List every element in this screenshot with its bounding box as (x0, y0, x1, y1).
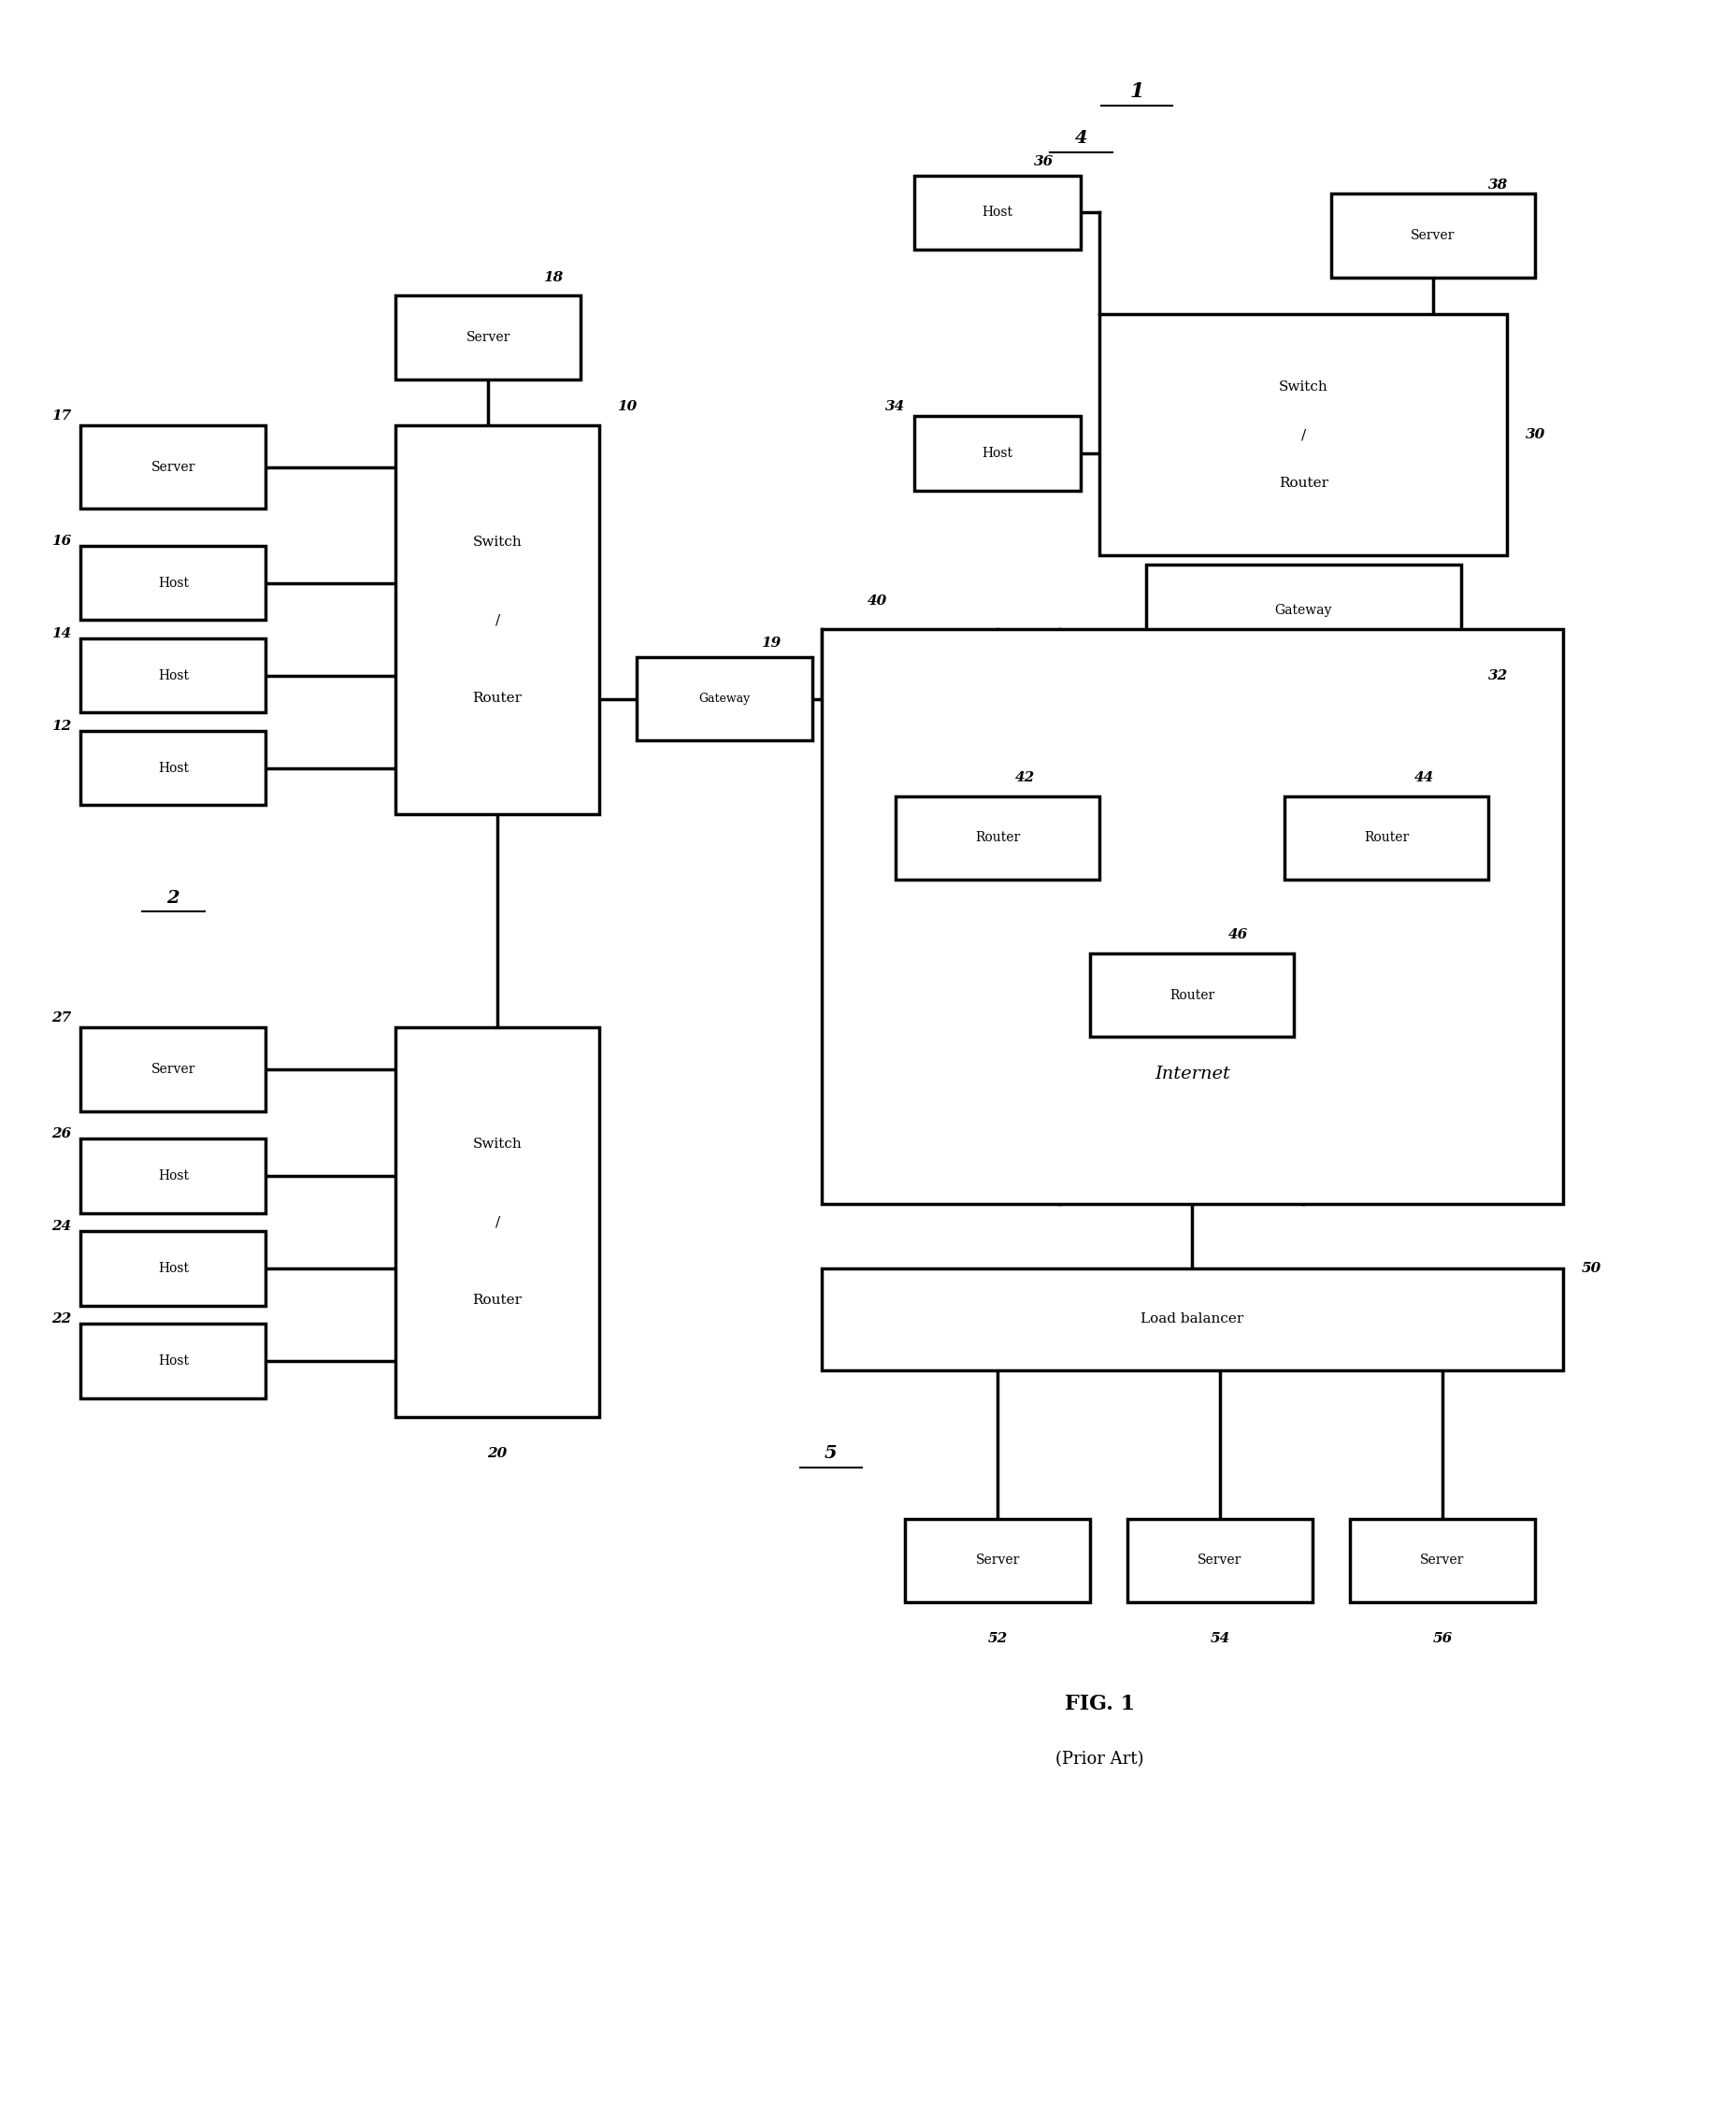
Text: Host: Host (158, 1355, 189, 1367)
FancyBboxPatch shape (396, 297, 582, 379)
Text: Host: Host (158, 761, 189, 774)
Text: 56: 56 (1432, 1632, 1453, 1645)
Text: Switch: Switch (472, 536, 523, 549)
FancyBboxPatch shape (396, 426, 599, 814)
Text: Switch: Switch (472, 1138, 523, 1151)
Text: Load balancer: Load balancer (1141, 1312, 1243, 1325)
FancyBboxPatch shape (80, 1138, 266, 1213)
FancyBboxPatch shape (904, 1518, 1090, 1603)
Text: Server: Server (151, 460, 196, 473)
Text: Router: Router (976, 831, 1021, 844)
Text: 32: 32 (1489, 670, 1509, 683)
Text: 16: 16 (52, 534, 71, 547)
Text: 4: 4 (1075, 129, 1087, 146)
FancyBboxPatch shape (1285, 795, 1489, 880)
FancyBboxPatch shape (80, 1028, 266, 1111)
Text: 38: 38 (1488, 178, 1509, 191)
Text: Gateway: Gateway (698, 693, 750, 704)
FancyBboxPatch shape (80, 1325, 266, 1397)
Text: Router: Router (472, 691, 523, 704)
Text: Router: Router (1279, 477, 1328, 490)
Text: 46: 46 (1229, 929, 1248, 941)
Text: Gateway: Gateway (1274, 604, 1332, 617)
Text: Host: Host (158, 1170, 189, 1183)
FancyBboxPatch shape (821, 1268, 1562, 1370)
FancyBboxPatch shape (896, 795, 1099, 880)
FancyBboxPatch shape (80, 1232, 266, 1306)
Text: 12: 12 (52, 721, 71, 734)
FancyBboxPatch shape (1146, 564, 1462, 657)
Text: 30: 30 (1526, 428, 1545, 441)
FancyBboxPatch shape (1127, 1518, 1312, 1603)
Text: 2: 2 (167, 890, 179, 907)
Text: 54: 54 (1210, 1632, 1229, 1645)
Text: 14: 14 (52, 628, 71, 640)
Text: 50: 50 (1581, 1261, 1601, 1274)
FancyBboxPatch shape (1099, 314, 1507, 555)
Text: 36: 36 (1035, 155, 1054, 167)
Text: 18: 18 (543, 271, 562, 284)
Text: Switch: Switch (1279, 379, 1328, 392)
Text: 10: 10 (618, 401, 637, 413)
FancyBboxPatch shape (915, 176, 1082, 250)
Text: 27: 27 (52, 1011, 71, 1024)
Text: 40: 40 (868, 596, 887, 608)
Text: /: / (495, 1215, 500, 1230)
Text: Server: Server (1411, 229, 1455, 242)
Text: 24: 24 (52, 1221, 71, 1234)
FancyBboxPatch shape (80, 731, 266, 806)
Text: 22: 22 (52, 1312, 71, 1325)
Text: Server: Server (1198, 1554, 1243, 1567)
Text: Server: Server (976, 1554, 1019, 1567)
Text: Host: Host (158, 577, 189, 589)
Text: Router: Router (472, 1293, 523, 1306)
Text: Host: Host (158, 670, 189, 683)
FancyBboxPatch shape (637, 657, 812, 740)
Text: (Prior Art): (Prior Art) (1055, 1751, 1144, 1768)
Text: 20: 20 (488, 1448, 507, 1461)
Text: Server: Server (151, 1062, 196, 1075)
Text: Internet: Internet (1154, 1066, 1231, 1083)
Text: FIG. 1: FIG. 1 (1064, 1694, 1135, 1715)
Text: 44: 44 (1413, 772, 1434, 784)
FancyBboxPatch shape (915, 416, 1082, 490)
Text: Server: Server (465, 331, 510, 343)
Text: 1: 1 (1130, 83, 1144, 102)
Text: Host: Host (158, 1261, 189, 1274)
FancyBboxPatch shape (1349, 1518, 1535, 1603)
Text: 34: 34 (885, 401, 904, 413)
Text: 19: 19 (760, 636, 781, 649)
Text: 5: 5 (825, 1446, 837, 1463)
FancyBboxPatch shape (821, 630, 1562, 1204)
Text: 42: 42 (1016, 772, 1035, 784)
FancyBboxPatch shape (80, 638, 266, 712)
FancyBboxPatch shape (1090, 954, 1293, 1037)
Text: Router: Router (1170, 988, 1215, 1003)
Text: Router: Router (1364, 831, 1410, 844)
Text: Server: Server (1420, 1554, 1465, 1567)
Text: /: / (1300, 428, 1305, 441)
FancyBboxPatch shape (80, 547, 266, 619)
Text: 52: 52 (988, 1632, 1007, 1645)
FancyBboxPatch shape (396, 1028, 599, 1416)
Text: /: / (495, 613, 500, 628)
FancyBboxPatch shape (80, 426, 266, 509)
Text: Host: Host (983, 206, 1014, 218)
FancyBboxPatch shape (1332, 193, 1535, 278)
Text: 17: 17 (52, 409, 71, 422)
Text: Host: Host (983, 447, 1014, 460)
Text: 26: 26 (52, 1128, 71, 1141)
